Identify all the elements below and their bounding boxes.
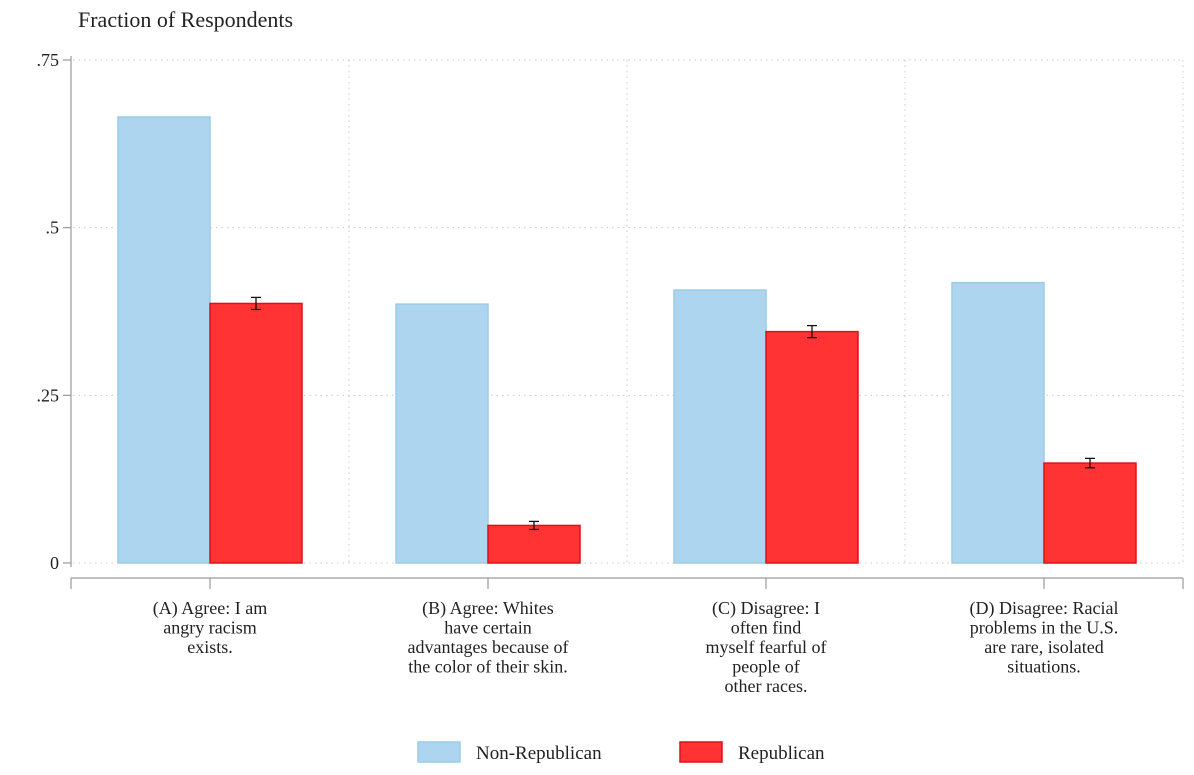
- x-tick-label: people of: [732, 657, 799, 677]
- y-tick-label: 0: [50, 553, 59, 573]
- x-tick-label: (C) Disagree: I: [712, 598, 820, 619]
- legend-swatch-non-republican: [417, 741, 461, 763]
- x-tick-label: (B) Agree: Whites: [422, 598, 554, 619]
- y-axis-title: Fraction of Respondents: [78, 7, 293, 32]
- y-tick-label: .5: [46, 218, 60, 238]
- bar-republican: [1043, 462, 1137, 564]
- x-tick-label: exists.: [187, 637, 233, 657]
- x-tick-label: are rare, isolated: [984, 637, 1103, 657]
- x-tick-label: angry racism: [163, 618, 256, 638]
- bar-non-republican: [117, 116, 211, 564]
- error-bars: [251, 296, 1095, 531]
- bar-non-republican: [951, 281, 1045, 564]
- bar-republican: [487, 524, 581, 564]
- y-axis: 0 .25 .5 .75: [37, 50, 72, 573]
- bar-republican: [765, 330, 859, 564]
- y-tick-label: .25: [37, 385, 60, 405]
- x-tick-label: the color of their skin.: [408, 657, 567, 677]
- x-tick-label: advantages because of: [408, 637, 569, 657]
- x-tick-label: have certain: [444, 618, 531, 638]
- legend: Non-Republican Republican: [417, 741, 825, 764]
- bars: [117, 116, 1137, 564]
- x-tick-label: (D) Disagree: Racial: [970, 598, 1119, 619]
- y-tick-label: .75: [37, 50, 60, 70]
- legend-label: Non-Republican: [476, 743, 602, 764]
- x-tick-label: myself fearful of: [706, 637, 827, 657]
- x-tick-label: situations.: [1007, 657, 1081, 677]
- legend-label: Republican: [738, 743, 825, 764]
- bar-non-republican: [395, 303, 489, 564]
- x-tick-label: often find: [731, 618, 801, 638]
- legend-swatch-republican: [679, 741, 723, 763]
- bar-republican: [209, 302, 303, 564]
- bar-non-republican: [673, 289, 767, 564]
- x-tick-label: (A) Agree: I am: [153, 598, 267, 619]
- x-tick-label: problems in the U.S.: [970, 618, 1119, 638]
- x-tick-label: other races.: [725, 676, 808, 696]
